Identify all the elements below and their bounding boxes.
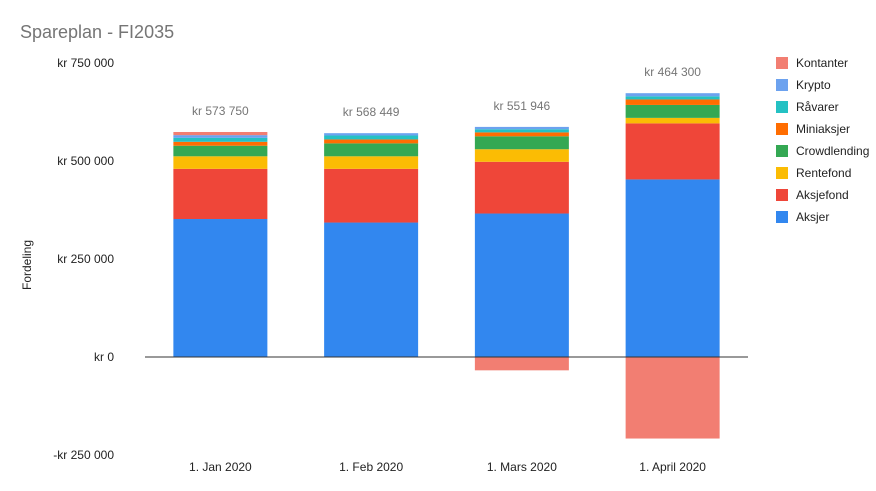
bar-segment-miniaksjer	[626, 99, 720, 104]
bar-segment-crowdlending	[324, 143, 418, 156]
y-tick-label: kr 250 000	[57, 252, 114, 266]
bar-segment-rentefond	[475, 149, 569, 162]
legend: Kontanter Krypto Råvarer Miniaksjer Crowdlen…	[776, 56, 869, 224]
legend-label-rentefond: Rentefond	[796, 166, 851, 180]
bar-segment-miniaksjer	[324, 139, 418, 143]
bar-segment-rentefond	[173, 156, 267, 169]
x-tick-label: 1. April 2020	[639, 460, 706, 474]
chart: Spareplan - FI2035 -kr 250 000 kr 0 kr 250…	[0, 0, 876, 491]
y-tick-label: kr 0	[94, 350, 114, 364]
legend-swatch-aksjefond	[776, 189, 788, 201]
y-tick-label: -kr 250 000	[53, 448, 114, 462]
bar-total-labels: kr 573 750 kr 568 449 kr 551 946 kr 464 300	[192, 65, 701, 119]
legend-swatch-miniaksjer	[776, 123, 788, 135]
bar-segment-rentefond	[626, 118, 720, 123]
chart-title: Spareplan - FI2035	[20, 22, 174, 42]
y-axis: -kr 250 000 kr 0 kr 250 000 kr 500 000 kr 75…	[53, 56, 114, 462]
legend-swatch-r-varer	[776, 101, 788, 113]
bar-segment-kontanter	[173, 132, 267, 135]
bar-segment-miniaksjer	[173, 142, 267, 146]
legend-label-aksjer: Aksjer	[796, 210, 829, 224]
bar-segment-r-varer	[475, 129, 569, 132]
legend-swatch-crowdlending	[776, 145, 788, 157]
bar-segment-krypto	[173, 135, 267, 138]
bar-segment-rentefond	[324, 156, 418, 169]
legend-swatch-rentefond	[776, 167, 788, 179]
bar-segment-aksjefond	[626, 123, 720, 179]
legend-label-miniaksjer: Miniaksjer	[796, 122, 850, 136]
bar-segment-crowdlending	[173, 146, 267, 157]
legend-label-aksjefond: Aksjefond	[796, 188, 849, 202]
bar-segment-kontanter	[475, 357, 569, 370]
bar-segment-aksjefond	[475, 162, 569, 214]
bar-segment-crowdlending	[626, 105, 720, 118]
bar-segment-aksjer	[324, 223, 418, 357]
bar-segment-aksjer	[626, 179, 720, 357]
x-tick-label: 1. Mars 2020	[487, 460, 557, 474]
bar-segment-r-varer	[324, 136, 418, 140]
bar-segment-miniaksjer	[475, 132, 569, 136]
x-tick-label: 1. Jan 2020	[189, 460, 252, 474]
bar-segment-aksjer	[173, 219, 267, 357]
legend-swatch-krypto	[776, 79, 788, 91]
bar-segment-krypto	[626, 93, 720, 96]
bar-segment-krypto	[324, 133, 418, 135]
bars	[173, 93, 719, 438]
bar-segment-kontanter	[626, 357, 720, 439]
bar-total-label: kr 464 300	[644, 65, 701, 79]
bar-segment-r-varer	[173, 138, 267, 142]
bar-segment-aksjefond	[324, 169, 418, 223]
x-tick-label: 1. Feb 2020	[339, 460, 403, 474]
legend-label-kontanter: Kontanter	[796, 56, 848, 70]
legend-swatch-kontanter	[776, 57, 788, 69]
bar-total-label: kr 568 449	[343, 105, 400, 119]
legend-label-crowdlending: Crowdlending	[796, 144, 869, 158]
legend-label-krypto: Krypto	[796, 78, 831, 92]
legend-swatch-aksjer	[776, 211, 788, 223]
bar-segment-crowdlending	[475, 136, 569, 149]
bar-segment-krypto	[475, 127, 569, 129]
bar-segment-aksjefond	[173, 169, 267, 219]
y-tick-label: kr 500 000	[57, 154, 114, 168]
legend-label-r-varer: Råvarer	[796, 100, 839, 114]
bar-total-label: kr 551 946	[494, 99, 551, 113]
y-tick-label: kr 750 000	[57, 56, 114, 70]
y-axis-title: Fordeling	[20, 240, 34, 290]
bar-segment-aksjer	[475, 214, 569, 357]
bar-segment-r-varer	[626, 96, 720, 99]
bar-total-label: kr 573 750	[192, 104, 249, 118]
x-axis: 1. Jan 2020 1. Feb 2020 1. Mars 2020 1. Apr…	[189, 460, 706, 474]
